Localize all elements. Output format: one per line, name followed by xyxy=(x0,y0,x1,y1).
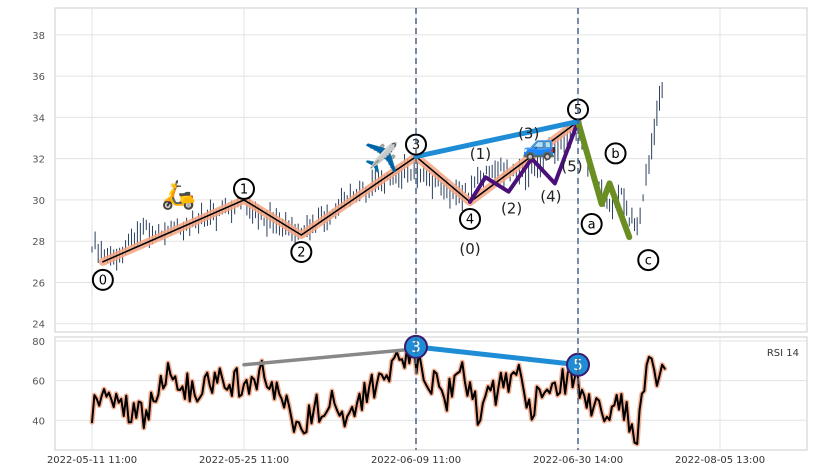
x-tick-label: 2022-06-30 14:00 xyxy=(533,455,623,466)
wave-label-b-circle xyxy=(604,142,627,165)
price-divergence-line xyxy=(413,119,581,160)
sub-wave-label: (5) xyxy=(561,158,582,176)
wave-label-0: 0 xyxy=(99,273,107,288)
primary-wave-line xyxy=(102,120,579,263)
rsi-marker-3-circle xyxy=(404,334,428,359)
wave-label-4: 4 xyxy=(466,212,474,227)
wave-label-3: 3 xyxy=(412,138,420,153)
price-y-tick-label: 38 xyxy=(32,31,45,42)
correction-wave-line xyxy=(575,118,633,241)
rsi-label: RSI 14 xyxy=(767,348,799,359)
rsi-marker-5: 5 xyxy=(573,356,583,374)
wave-label-a: a xyxy=(588,218,596,233)
rsi-marker-3: 3 xyxy=(411,338,421,356)
wave-label-0-circle xyxy=(91,268,114,291)
wave-label-1-circle xyxy=(233,177,255,200)
scooter-icon: 🛵 xyxy=(161,178,196,211)
price-y-tick-label: 24 xyxy=(32,320,45,331)
wave-label-a-circle xyxy=(580,213,603,236)
rsi-grey-divergence-line xyxy=(242,347,418,367)
wave-label-2: 2 xyxy=(297,246,305,261)
price-y-ticks: 24 26 28 30 32 34 36 38 xyxy=(32,31,45,331)
wave-label-2-circle xyxy=(290,241,313,264)
rsi-blue-divergence-line xyxy=(413,344,581,368)
price-y-tick-label: 28 xyxy=(32,237,45,248)
chart-icons: 🛵 ✈️ 🚙 xyxy=(161,129,556,212)
x-tick-label: 2022-08-05 13:00 xyxy=(675,455,765,466)
rsi-y-tick-label: 40 xyxy=(32,416,45,427)
wave-lines xyxy=(98,117,633,266)
x-tick-label: 2022-06-09 11:00 xyxy=(371,455,461,466)
price-grid xyxy=(55,8,807,332)
rsi-y-ticks: 40 60 80 xyxy=(32,337,45,427)
rsi-y-tick-label: 80 xyxy=(32,337,45,348)
price-y-tick-label: 26 xyxy=(32,278,45,289)
wave-label-c-circle xyxy=(637,249,660,272)
sub-wave-label: (4) xyxy=(540,187,561,205)
price-y-tick-label: 36 xyxy=(32,72,45,83)
sub-wave-label: (3) xyxy=(518,125,539,143)
car-icon: 🚙 xyxy=(522,129,557,162)
wave-label-3-circle xyxy=(405,133,427,156)
x-axis-ticks: 2022-05-11 11:00 2022-05-25 11:00 2022-06-… xyxy=(47,455,765,466)
airplane-icon: ✈️ xyxy=(364,140,399,174)
wave-labels: 012345(0)(1)(2)(3)(4)(5)abc xyxy=(91,98,660,291)
sub-wave-line xyxy=(468,119,580,204)
price-y-tick-label: 32 xyxy=(32,155,45,166)
wave-label-b: b xyxy=(611,147,619,162)
price-y-tick-label: 34 xyxy=(32,113,45,124)
rsi-lines: 35 xyxy=(89,334,668,447)
vertical-markers xyxy=(415,8,579,450)
sub-wave-label: (1) xyxy=(470,145,491,163)
wave-label-1: 1 xyxy=(240,182,248,197)
rsi-y-tick-label: 60 xyxy=(32,377,45,388)
sub-wave-label: (0) xyxy=(459,240,480,258)
sub-wave-label: (2) xyxy=(501,200,522,218)
x-tick-label: 2022-05-11 11:00 xyxy=(47,455,137,466)
price-y-tick-label: 30 xyxy=(32,196,45,207)
x-tick-label: 2022-05-25 11:00 xyxy=(199,455,289,466)
wave-label-4-circle xyxy=(459,207,481,230)
wave-label-c: c xyxy=(645,254,652,269)
